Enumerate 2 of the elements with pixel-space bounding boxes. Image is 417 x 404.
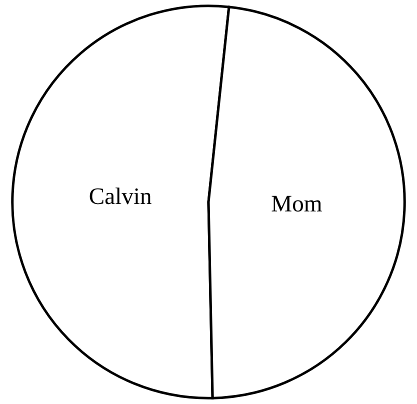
slice-label: Mom (272, 196, 322, 212)
slice-label: Calvin (90, 188, 152, 204)
